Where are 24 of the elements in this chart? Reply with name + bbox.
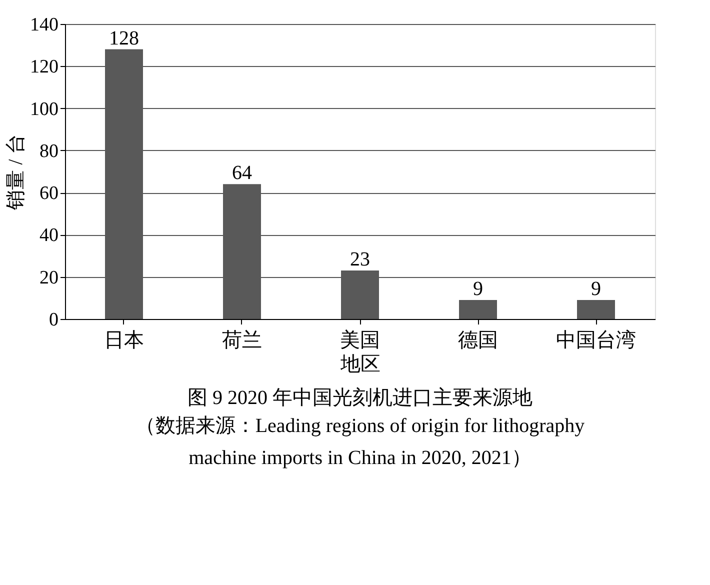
text: （数据来源：Leading regions of origin for lithography machine imports in China in 2020, 2021）	[135, 415, 585, 469]
x-tick-label: 德国	[458, 330, 498, 352]
y-tick-label: 60	[40, 183, 58, 204]
x-tick-label: 美国	[340, 328, 380, 352]
y-tick-label: 40	[40, 225, 58, 246]
data-label: 9	[473, 278, 483, 300]
y-tick-label: 20	[40, 267, 58, 288]
bar	[577, 300, 615, 319]
y-tick-label: 0	[49, 310, 58, 330]
x-axis-title: 地区	[340, 354, 380, 376]
text: 图 9 2020 年中国光刻机进口主要来源地	[188, 386, 532, 409]
y-tick-label: 140	[30, 14, 58, 36]
data-label: 9	[591, 278, 601, 300]
y-tick-label: 120	[30, 56, 58, 78]
y-axis-title: 销量 / 台	[5, 134, 27, 211]
data-label: 128	[109, 27, 139, 50]
x-tick-label: 日本	[104, 330, 144, 352]
x-tick-label: 中国台湾	[556, 330, 636, 352]
bar	[459, 300, 497, 319]
data-label: 23	[350, 248, 370, 271]
y-tick-label: 100	[30, 98, 58, 120]
y-tick-label: 80	[40, 140, 58, 162]
data-label: 64	[232, 162, 252, 184]
x-tick-label: 荷兰	[222, 330, 262, 352]
